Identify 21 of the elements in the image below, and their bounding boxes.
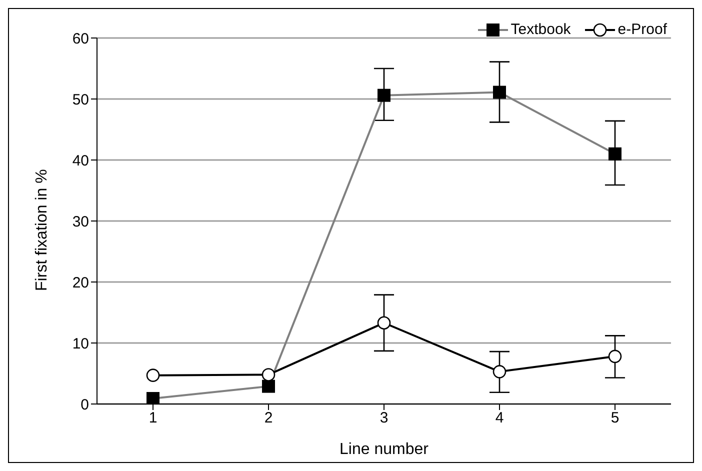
legend-label: e-Proof <box>618 21 667 38</box>
y-tick-label: 20 <box>72 274 89 292</box>
x-tick-label: 1 <box>148 410 158 427</box>
legend-label: Textbook <box>510 21 571 38</box>
x-tick-label: 3 <box>380 410 388 427</box>
point <box>262 368 276 382</box>
x-tick-label: 2 <box>264 410 273 427</box>
point <box>492 365 506 378</box>
y-axis-title: First fixation in % <box>34 169 51 291</box>
y-tick-label: 60 <box>72 30 89 48</box>
point <box>377 316 391 330</box>
y-tick-label: 10 <box>72 335 89 352</box>
y-tick-label: 40 <box>72 152 89 170</box>
x-tick-label: 5 <box>610 410 620 427</box>
y-tick-label: 30 <box>72 213 89 230</box>
x-axis-title: Line number <box>340 441 430 458</box>
point <box>146 368 160 382</box>
x-tick-label: 4 <box>495 410 504 427</box>
y-tick-label: 50 <box>72 91 89 108</box>
point <box>608 350 622 364</box>
y-tick-label: 0 <box>80 396 89 414</box>
